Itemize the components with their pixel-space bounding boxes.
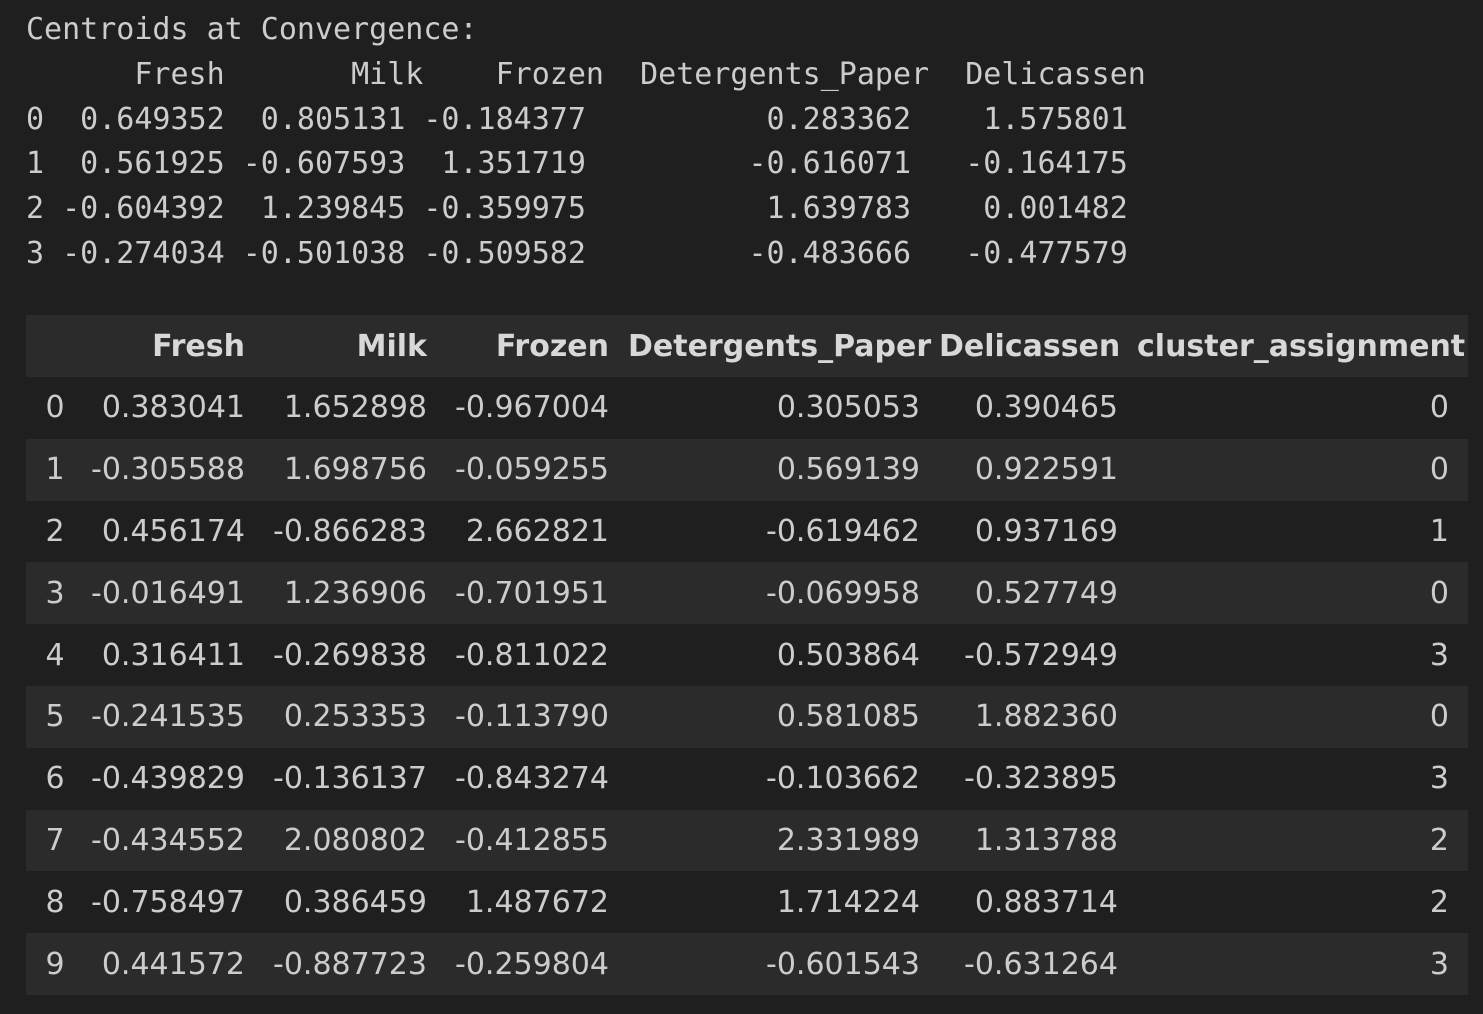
cell-fresh: -0.434552 (91, 822, 245, 858)
cell-milk: 1.698756 (283, 452, 427, 488)
table-row: 0 0.383041 1.652898 -0.967004 0.305053 0… (26, 377, 1468, 439)
cell-delicassen: 0.390465 (974, 390, 1118, 426)
cell-detergents-paper: 0.569139 (776, 452, 920, 488)
table-row: 1 -0.305588 1.698756 -0.059255 0.569139 … (26, 438, 1468, 501)
table-header-row: Fresh Milk Frozen Detergents_Paper Delic… (26, 315, 1468, 377)
cell-cluster-assignment: 0 (1429, 452, 1449, 488)
table-row: 2 0.456174 -0.866283 2.662821 -0.619462 … (26, 500, 1468, 563)
cell-detergents-paper: 1.714224 (776, 884, 920, 920)
cell-cluster-assignment: 3 (1429, 946, 1449, 982)
column-header-frozen: Frozen (495, 328, 609, 364)
cell-cluster-assignment: 2 (1429, 822, 1449, 858)
cell-fresh: -0.439829 (91, 761, 245, 797)
cell-cluster-assignment: 0 (1429, 575, 1449, 611)
cell-milk: 0.386459 (283, 884, 427, 920)
row-index: 4 (45, 637, 65, 673)
cell-delicassen: 1.313788 (974, 822, 1118, 858)
cell-detergents-paper: -0.069958 (766, 575, 920, 611)
cell-frozen: -0.843274 (455, 761, 609, 797)
cell-milk: -0.269838 (273, 637, 427, 673)
centroid-row: 3 -0.274034 -0.501038 -0.509582 -0.48366… (26, 235, 1128, 271)
table-row: 8 -0.758497 0.386459 1.487672 1.714224 0… (26, 871, 1468, 934)
cell-fresh: 0.456174 (101, 513, 245, 549)
cell-milk: 1.652898 (283, 390, 427, 426)
cell-cluster-assignment: 0 (1429, 390, 1449, 426)
cell-delicassen: 0.883714 (974, 884, 1118, 920)
row-index: 6 (45, 761, 65, 797)
cell-frozen: -0.701951 (455, 575, 609, 611)
cell-fresh: -0.758497 (91, 884, 245, 920)
cell-detergents-paper: 0.581085 (776, 699, 920, 735)
cell-delicassen: 1.882360 (974, 699, 1118, 735)
cell-detergents-paper: -0.619462 (766, 513, 920, 549)
cell-detergents-paper: -0.103662 (766, 761, 920, 797)
centroids-text-output: Centroids at Convergence: Fresh Milk Fro… (26, 8, 1146, 277)
row-index: 1 (45, 452, 65, 488)
centroids-title: Centroids at Convergence: (26, 12, 478, 47)
cell-frozen: -0.259804 (455, 946, 609, 982)
cell-frozen: -0.113790 (455, 699, 609, 735)
cell-delicassen: 0.527749 (974, 575, 1118, 611)
column-header-milk: Milk (356, 328, 427, 364)
row-index: 7 (45, 822, 65, 858)
row-index: 8 (45, 884, 65, 920)
cell-fresh: 0.441572 (101, 946, 245, 982)
cell-milk: 2.080802 (283, 822, 427, 858)
cell-fresh: -0.016491 (91, 575, 245, 611)
cell-milk: 1.236906 (283, 575, 427, 611)
cell-frozen: -0.059255 (455, 452, 609, 488)
table-row: 5 -0.241535 0.253353 -0.113790 0.581085 … (26, 685, 1468, 748)
index-header (26, 315, 84, 377)
cell-cluster-assignment: 3 (1429, 637, 1449, 673)
cell-milk: -0.136137 (273, 761, 427, 797)
cell-detergents-paper: 0.305053 (776, 390, 920, 426)
cell-cluster-assignment: 1 (1429, 513, 1449, 549)
row-index: 0 (45, 390, 65, 426)
centroid-row: 1 0.561925 -0.607593 1.351719 -0.616071 … (26, 146, 1128, 182)
cell-detergents-paper: -0.601543 (766, 946, 920, 982)
table-row: 7 -0.434552 2.080802 -0.412855 2.331989 … (26, 809, 1468, 872)
column-header-delicassen: Delicassen (939, 328, 1121, 364)
cell-fresh: 0.383041 (101, 390, 245, 426)
cell-frozen: -0.967004 (455, 390, 609, 426)
cell-frozen: 1.487672 (465, 884, 609, 920)
column-header-detergents-paper: Detergents_Paper (628, 328, 932, 364)
row-index: 9 (45, 946, 65, 982)
cell-detergents-paper: 0.503864 (776, 637, 920, 673)
cell-milk: 0.253353 (283, 699, 427, 735)
column-header-fresh: Fresh (152, 328, 245, 364)
cell-delicassen: -0.631264 (964, 946, 1118, 982)
table-row: 6 -0.439829 -0.136137 -0.843274 -0.10366… (26, 747, 1468, 810)
cell-frozen: -0.811022 (455, 637, 609, 673)
cell-detergents-paper: 2.331989 (776, 822, 920, 858)
cell-fresh: 0.316411 (101, 637, 245, 673)
cell-fresh: -0.305588 (91, 452, 245, 488)
centroids-header-line: Fresh Milk Frozen Detergents_Paper Delic… (26, 56, 1146, 92)
dataframe-table: Fresh Milk Frozen Detergents_Paper Delic… (26, 315, 1468, 995)
centroid-row: 0 0.649352 0.805131 -0.184377 0.283362 1… (26, 101, 1128, 137)
table-row: 4 0.316411 -0.269838 -0.811022 0.503864 … (26, 624, 1468, 686)
table-row: 9 0.441572 -0.887723 -0.259804 -0.601543… (26, 933, 1468, 995)
cell-cluster-assignment: 2 (1429, 884, 1449, 920)
cell-milk: -0.866283 (273, 513, 427, 549)
cell-frozen: -0.412855 (455, 822, 609, 858)
cell-delicassen: -0.572949 (964, 637, 1118, 673)
cell-delicassen: -0.323895 (964, 761, 1118, 797)
row-index: 5 (45, 699, 65, 735)
cell-delicassen: 0.922591 (974, 452, 1118, 488)
cell-cluster-assignment: 0 (1429, 699, 1449, 735)
row-index: 2 (45, 513, 65, 549)
cell-delicassen: 0.937169 (974, 513, 1118, 549)
cell-frozen: 2.662821 (465, 513, 609, 549)
cell-fresh: -0.241535 (91, 699, 245, 735)
row-index: 3 (45, 575, 65, 611)
cell-cluster-assignment: 3 (1429, 761, 1449, 797)
centroid-row: 2 -0.604392 1.239845 -0.359975 1.639783 … (26, 191, 1128, 227)
cell-milk: -0.887723 (273, 946, 427, 982)
table-row: 3 -0.016491 1.236906 -0.701951 -0.069958… (26, 562, 1468, 625)
column-header-cluster-assignment: cluster_assignment (1137, 328, 1466, 364)
